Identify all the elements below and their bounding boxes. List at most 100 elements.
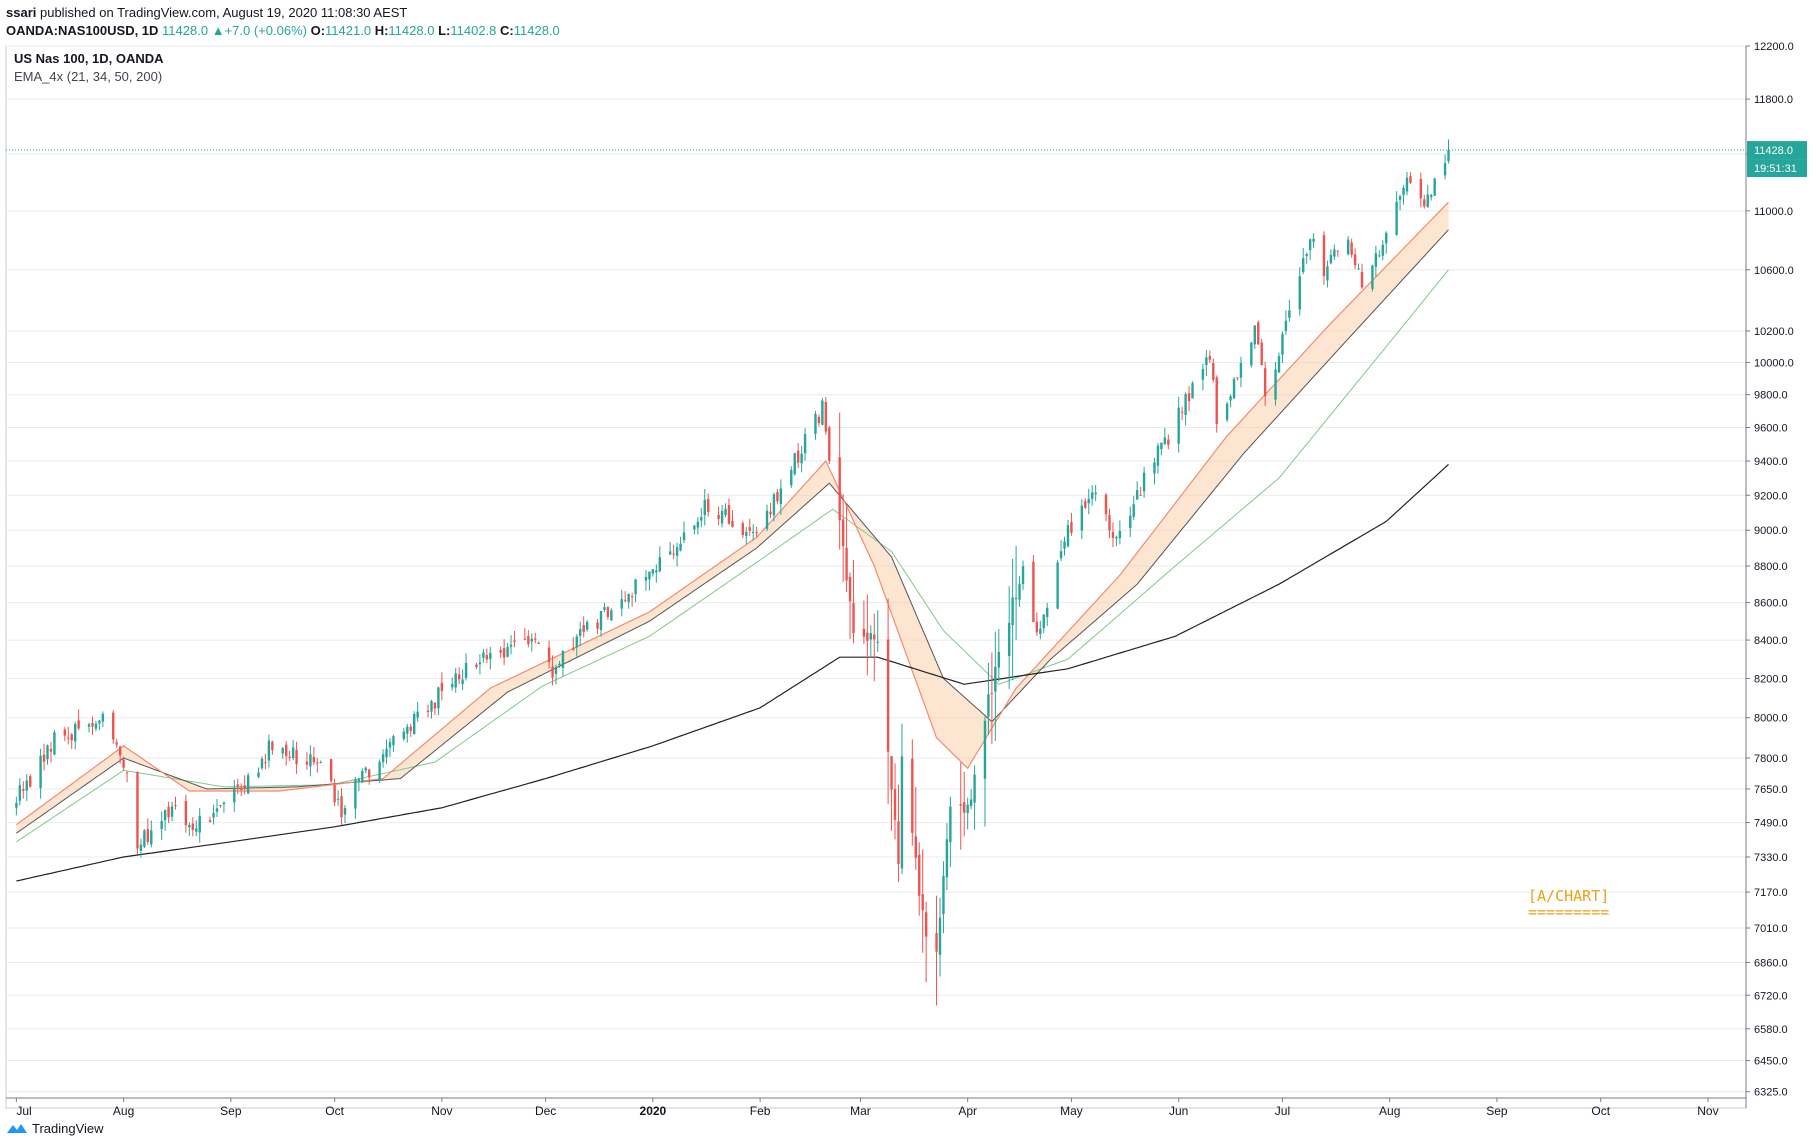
y-tick-label: 7330.0 bbox=[1754, 852, 1788, 864]
candle-body bbox=[329, 759, 333, 782]
candle-body bbox=[236, 784, 239, 787]
chart-legend: US Nas 100, 1D, OANDA EMA_4x (21, 34, 50… bbox=[14, 50, 164, 86]
candle-body bbox=[644, 576, 648, 581]
indicator-title[interactable]: EMA_4x (21, 34, 50, 200) bbox=[14, 69, 163, 84]
price-tag-box bbox=[1747, 141, 1807, 160]
candle-body bbox=[163, 809, 167, 821]
candle-body bbox=[1371, 265, 1374, 289]
candle-body bbox=[537, 643, 540, 645]
candle-body bbox=[316, 762, 319, 764]
candle-body bbox=[118, 746, 122, 756]
symbol: OANDA:NAS100USD, 1D bbox=[6, 23, 159, 38]
candle-body bbox=[49, 748, 53, 752]
candle-body bbox=[800, 453, 803, 464]
y-tick-label: 8000.0 bbox=[1754, 713, 1788, 725]
candle-body bbox=[1087, 499, 1090, 504]
candle-body bbox=[198, 815, 201, 833]
candle-body bbox=[1129, 515, 1132, 529]
candle-body bbox=[1111, 532, 1115, 538]
x-tick-label: Aug bbox=[113, 1104, 134, 1118]
candle-body bbox=[461, 679, 464, 685]
candle-body bbox=[25, 780, 28, 791]
candle-body bbox=[900, 756, 904, 869]
candle-body bbox=[1059, 551, 1063, 559]
candle-body bbox=[42, 754, 46, 762]
candle-body bbox=[741, 523, 745, 536]
candle-body bbox=[731, 520, 734, 527]
y-tick-label: 10600.0 bbox=[1754, 265, 1794, 277]
candle-body bbox=[876, 641, 879, 643]
candle-body bbox=[1084, 501, 1087, 508]
footer-brand[interactable]: TradingView bbox=[32, 1120, 104, 1136]
candle-body bbox=[603, 607, 606, 610]
candle-body bbox=[150, 830, 153, 845]
candle-body bbox=[1070, 522, 1073, 533]
candle-body bbox=[1447, 150, 1450, 162]
x-tick-label: Dec bbox=[535, 1104, 556, 1118]
candle-body bbox=[1135, 490, 1139, 500]
candle-body bbox=[215, 808, 219, 812]
candle-body bbox=[364, 767, 367, 771]
low-value: 11402.8 bbox=[450, 23, 497, 38]
y-tick-label: 11000.0 bbox=[1754, 206, 1793, 218]
candle-body bbox=[1066, 525, 1070, 547]
candle-body bbox=[935, 933, 938, 952]
candle-body bbox=[1353, 254, 1357, 266]
candle-body bbox=[693, 525, 696, 530]
candles bbox=[15, 139, 1450, 1006]
candle-body bbox=[22, 789, 25, 791]
candle-body bbox=[1333, 249, 1336, 257]
y-tick-label: 6450.0 bbox=[1754, 1056, 1788, 1068]
candle-body bbox=[634, 579, 637, 595]
publisher-name[interactable]: ssari bbox=[6, 5, 37, 20]
candle-body bbox=[454, 673, 457, 688]
candle-body bbox=[53, 732, 56, 755]
candle-body bbox=[1239, 362, 1243, 378]
y-tick-label: 9000.0 bbox=[1754, 525, 1788, 537]
candle-body bbox=[873, 634, 876, 640]
candle-body bbox=[848, 576, 852, 602]
candle-body bbox=[1156, 445, 1160, 466]
y-tick-label: 10000.0 bbox=[1754, 358, 1794, 370]
candle-body bbox=[679, 543, 682, 551]
series-title[interactable]: US Nas 100, 1D, OANDA bbox=[14, 51, 164, 66]
candle-body bbox=[87, 724, 91, 727]
candle-body bbox=[572, 647, 575, 650]
candle-body bbox=[1225, 403, 1229, 420]
candle-body bbox=[18, 785, 22, 801]
candle-body bbox=[281, 748, 284, 754]
candle-body bbox=[1305, 254, 1308, 257]
candle-body bbox=[772, 494, 776, 516]
candle-body bbox=[502, 648, 506, 658]
candle-body bbox=[1208, 356, 1212, 360]
candle-body bbox=[828, 427, 831, 461]
candle-body bbox=[1405, 177, 1409, 192]
y-tick-label: 12200.0 bbox=[1754, 41, 1794, 53]
candle-body bbox=[70, 734, 73, 741]
candle-body bbox=[489, 652, 492, 659]
candle-body bbox=[343, 808, 347, 815]
candle-body bbox=[579, 629, 582, 636]
candle-body bbox=[77, 720, 80, 729]
candle-body bbox=[585, 622, 589, 630]
candle-body bbox=[509, 644, 513, 647]
candle-body bbox=[312, 756, 316, 763]
y-tick-label: 7800.0 bbox=[1754, 753, 1788, 765]
candle-body bbox=[333, 784, 336, 803]
candle-body bbox=[125, 772, 129, 774]
candle-body bbox=[599, 611, 603, 630]
publish-info: ssari published on TradingView.com, Augu… bbox=[6, 4, 1806, 22]
y-tick-label: 6720.0 bbox=[1754, 990, 1788, 1002]
candle-body bbox=[949, 806, 952, 843]
candle-body bbox=[1274, 369, 1277, 400]
candle-body bbox=[392, 736, 395, 746]
candle-body bbox=[530, 638, 534, 642]
candle-body bbox=[672, 553, 675, 555]
x-tick-label: 2020 bbox=[640, 1104, 667, 1118]
candle-body bbox=[1215, 377, 1218, 424]
candle-body bbox=[295, 749, 298, 765]
candle-body bbox=[1302, 258, 1305, 273]
candle-body bbox=[534, 638, 537, 640]
candle-body bbox=[368, 769, 371, 778]
